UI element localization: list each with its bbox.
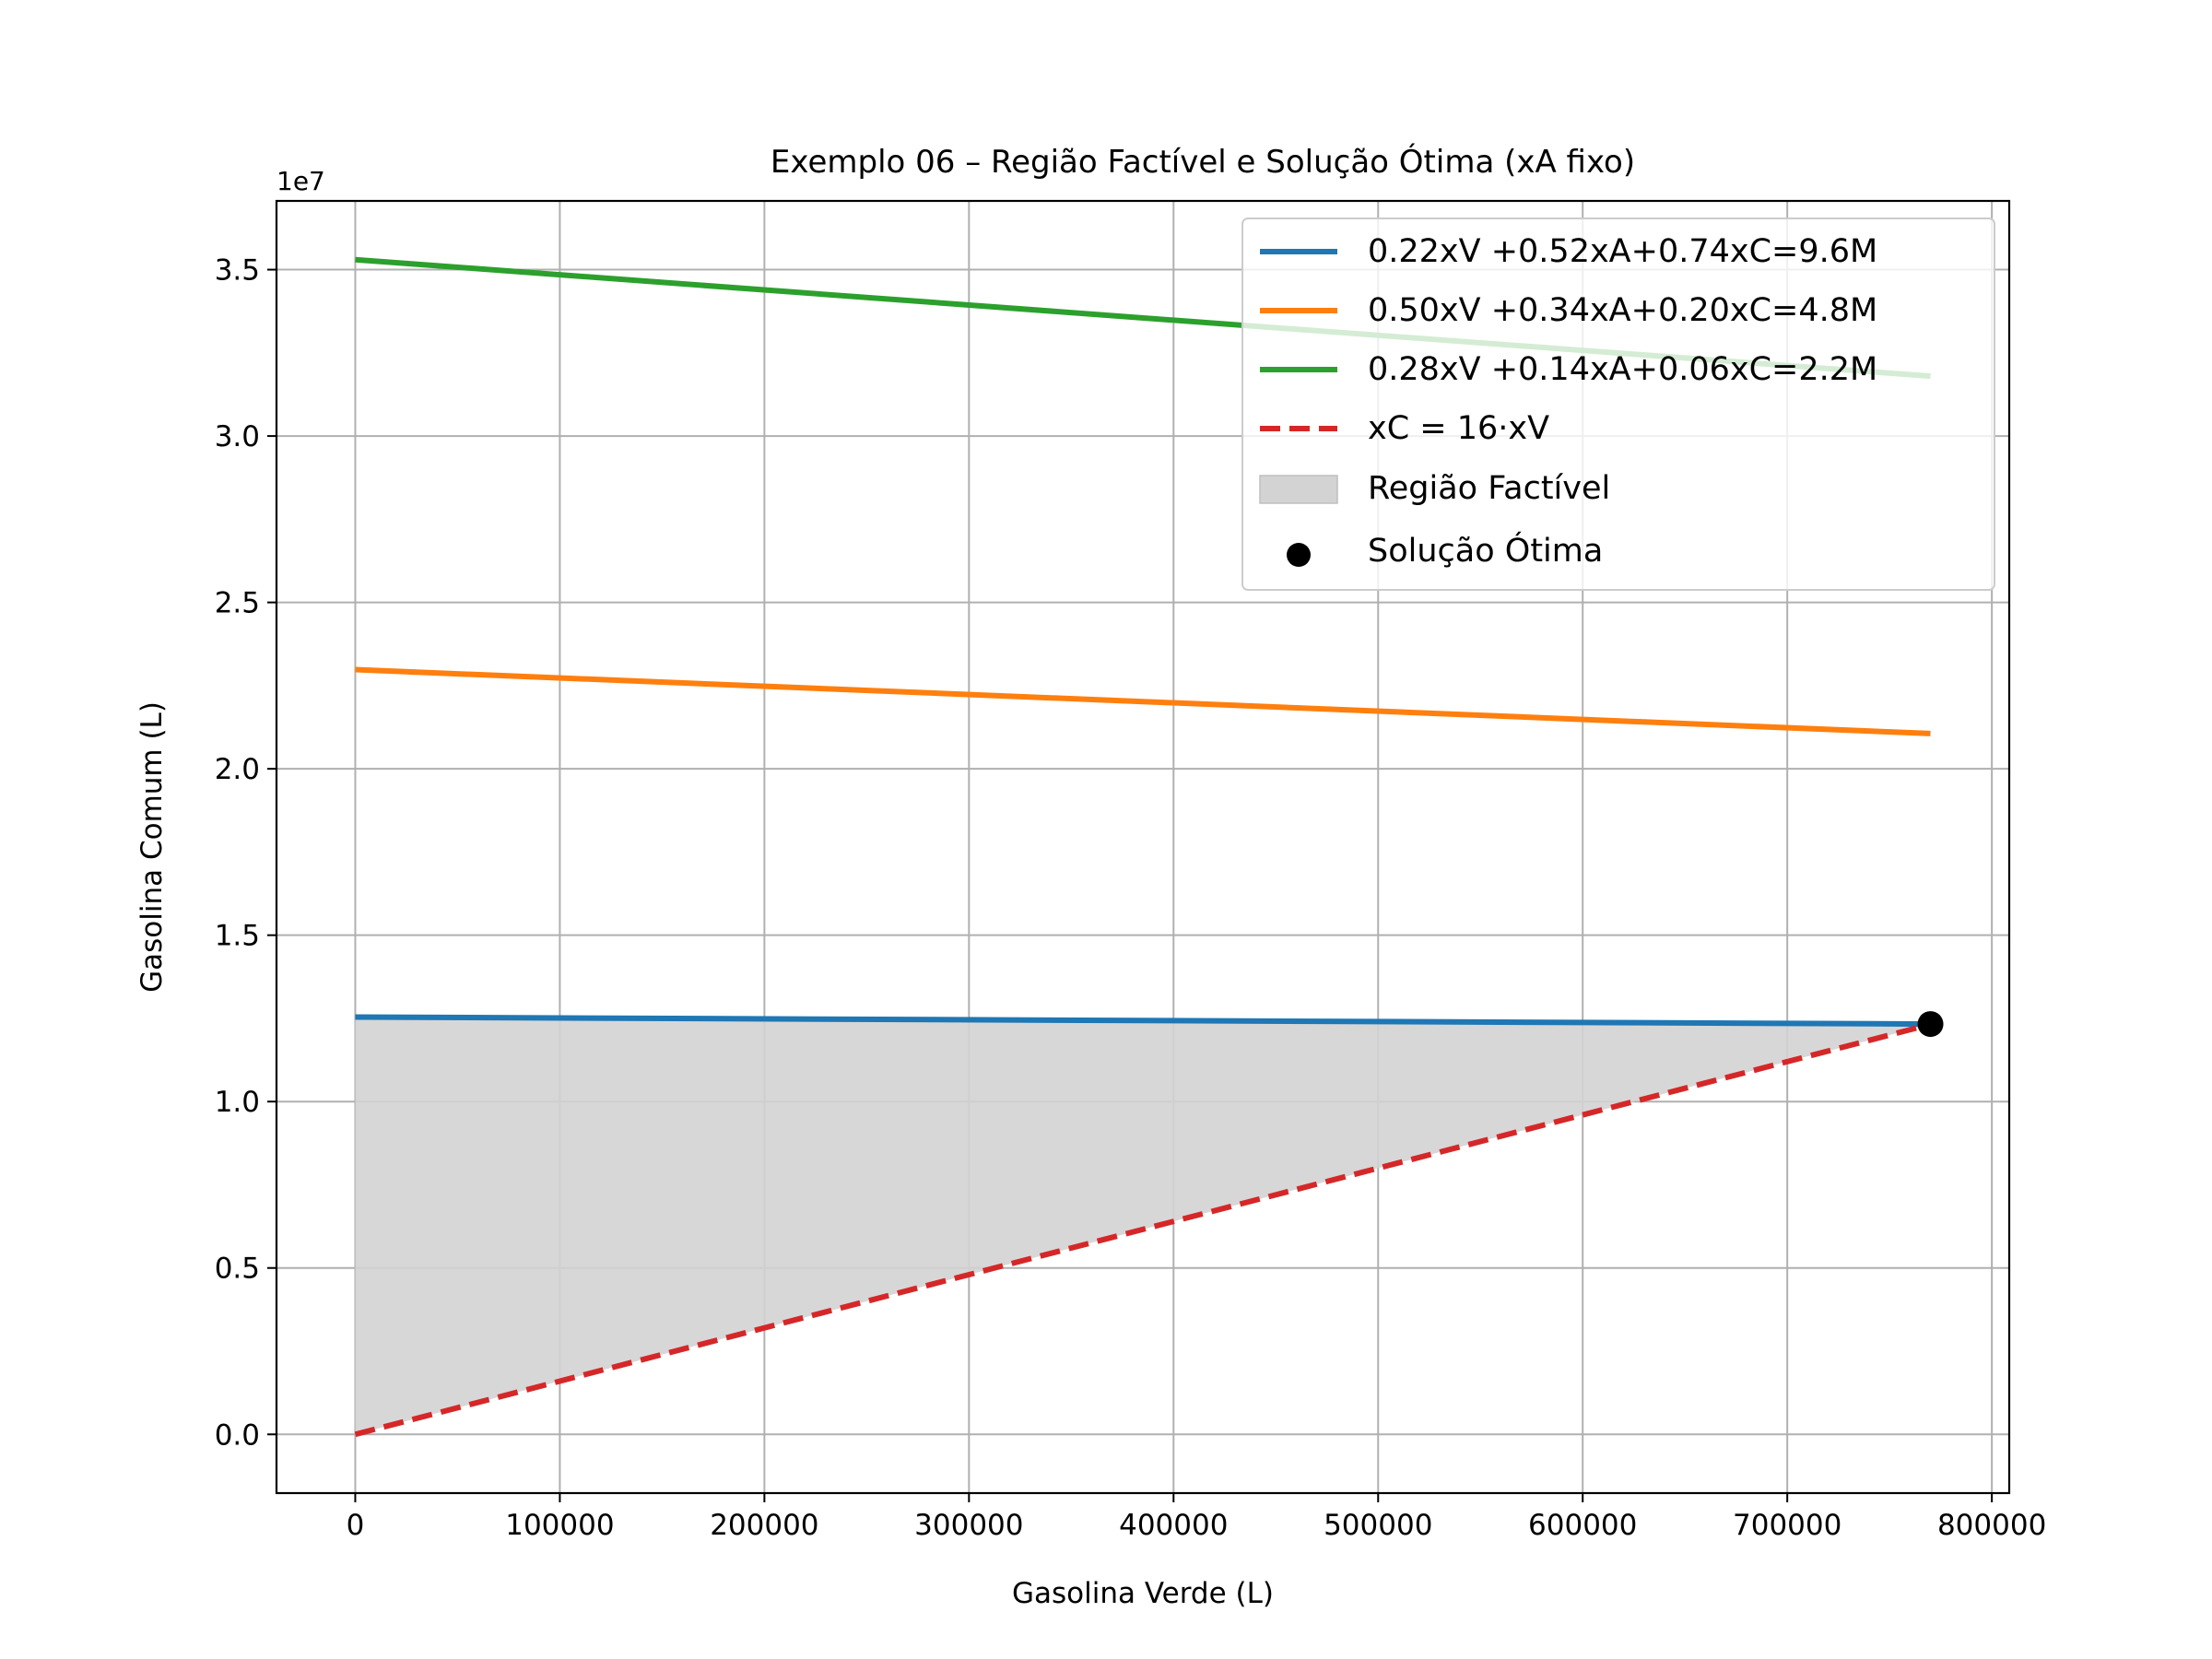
legend: 0.22xV +0.52xA+0.74xC=9.6M 0.50xV +0.34xA… (1241, 218, 1995, 591)
legend-label: 0.22xV +0.52xA+0.74xC=9.6M (1368, 233, 1877, 270)
y-tick-label: 1.5 (215, 920, 260, 953)
y-tick-label: 3.5 (215, 254, 260, 288)
x-tick-label: 700000 (1733, 1509, 1841, 1542)
y-tick-label: 0.5 (215, 1253, 260, 1286)
optimum-point (1917, 1011, 1944, 1038)
y-tick-label: 0.0 (215, 1418, 260, 1452)
x-tick-label: 0 (347, 1509, 365, 1542)
legend-label: xC = 16·xV (1368, 410, 1549, 447)
y-axis-ticks: 0.0 0.5 1.0 1.5 2.0 2.5 3.0 3.5 (215, 254, 276, 1452)
y-tick-label: 2.5 (215, 587, 260, 620)
legend-swatch (1287, 543, 1311, 567)
x-tick-label: 300000 (914, 1509, 1023, 1542)
legend-label: 0.50xV +0.34xA+0.20xC=4.8M (1368, 292, 1877, 329)
legend-swatch (1259, 475, 1338, 504)
x-tick-label: 500000 (1324, 1509, 1432, 1542)
x-tick-label: 400000 (1119, 1509, 1228, 1542)
y-tick-label: 3.0 (215, 420, 260, 453)
x-tick-label: 200000 (710, 1509, 818, 1542)
legend-label: 0.28xV +0.14xA+0.06xC=2.2M (1368, 351, 1877, 388)
y-axis-label: Gasolina Comum (L) (135, 701, 169, 993)
plot-frame (275, 199, 2011, 1495)
y-tick-label: 2.0 (215, 753, 260, 786)
y-offset-label: 1e7 (276, 166, 325, 196)
series-line-4 (354, 1021, 1932, 1438)
x-axis-ticks: 0 100000 200000 300000 400000 500000 600000 700… (347, 1493, 2046, 1542)
legend-box (1241, 218, 1995, 591)
chart-title: Exemplo 06 – Região Factível e Solução Ó… (771, 143, 1635, 181)
series-line-2 (355, 666, 1931, 736)
x-tick-label: 100000 (505, 1509, 614, 1542)
x-tick-label: 800000 (1937, 1509, 2046, 1542)
y-tick-label: 1.0 (215, 1086, 260, 1119)
optimum-layer (1917, 1011, 1944, 1038)
series-line-1 (355, 1014, 1931, 1028)
legend-label: Região Factível (1368, 470, 1610, 507)
x-axis-label: Gasolina Verde (L) (1012, 1577, 1274, 1610)
feasible-region-layer (355, 1017, 1931, 1435)
legend-label: Solução Ótima (1368, 531, 1603, 570)
feasible-region (355, 1017, 1931, 1435)
x-tick-label: 600000 (1528, 1509, 1637, 1542)
